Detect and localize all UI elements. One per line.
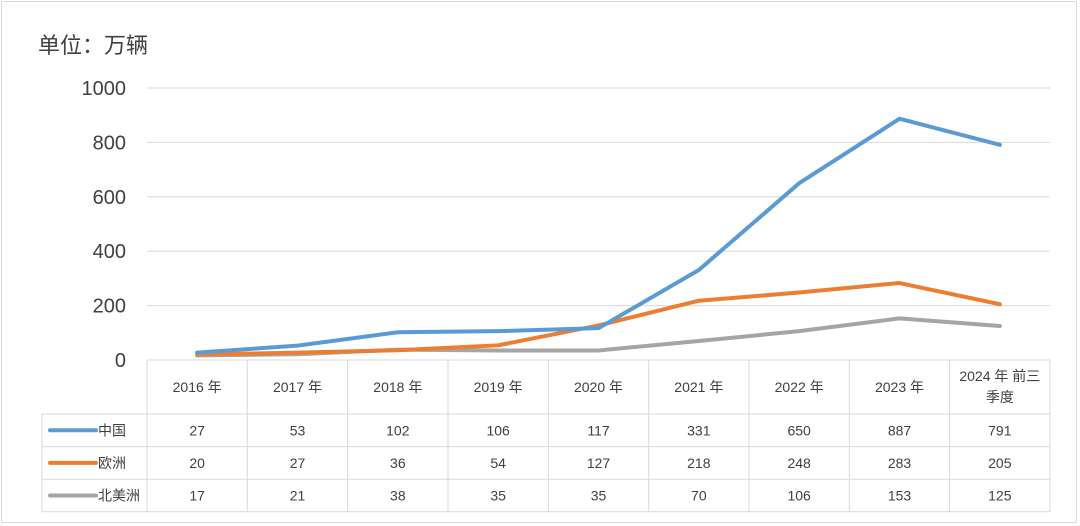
x-tick-label: 2016 年	[173, 379, 222, 395]
y-tick-label: 0	[115, 350, 126, 372]
data-label: 127	[587, 455, 611, 471]
data-label: 331	[687, 422, 711, 438]
series-line-0	[195, 116, 1002, 355]
series-lines	[195, 116, 1002, 358]
data-label: 283	[888, 455, 912, 471]
x-tick-label: 2023 年	[875, 379, 924, 395]
data-label: 106	[486, 422, 510, 438]
y-tick-label: 400	[93, 241, 126, 263]
series-name: 中国	[98, 422, 126, 438]
y-tick-label: 200	[93, 296, 126, 318]
data-label: 20	[189, 455, 205, 471]
x-tick-label: 2019 年	[474, 379, 523, 395]
data-label: 38	[390, 488, 406, 504]
data-label: 35	[591, 488, 607, 504]
data-label: 248	[787, 455, 811, 471]
data-label: 125	[988, 488, 1012, 504]
x-tick-label: 2024 年 前三季度	[959, 368, 1040, 405]
x-tick-label: 2017 年	[273, 379, 322, 395]
data-label: 887	[888, 422, 912, 438]
x-tick-label: 2018 年	[373, 379, 422, 395]
data-label: 27	[189, 422, 205, 438]
x-tick-label: 2022 年	[775, 379, 824, 395]
data-label: 21	[290, 488, 306, 504]
data-label: 102	[386, 422, 410, 438]
data-label: 36	[390, 455, 406, 471]
data-label: 17	[189, 488, 205, 504]
y-axis-ticks: 0 200 400 600 800 1000	[82, 78, 127, 372]
series-line-1	[195, 281, 1002, 357]
y-tick-label: 800	[93, 132, 126, 154]
data-label: 218	[687, 455, 711, 471]
y-tick-label: 600	[93, 187, 126, 209]
data-label: 153	[888, 488, 912, 504]
data-label: 54	[490, 455, 506, 471]
data-label: 53	[290, 422, 306, 438]
unit-label: 单位：万辆	[38, 33, 149, 58]
data-label: 117	[587, 422, 610, 438]
data-label: 650	[787, 422, 811, 438]
data-label: 106	[787, 488, 811, 504]
data-label: 70	[691, 488, 707, 504]
data-label: 35	[490, 488, 506, 504]
y-tick-label: 1000	[82, 78, 127, 100]
x-tick-label: 2020 年	[574, 379, 623, 395]
x-tick-label: 2021 年	[674, 379, 723, 395]
series-name: 欧洲	[98, 455, 126, 471]
gridlines	[147, 87, 1050, 361]
data-label: 205	[988, 455, 1012, 471]
data-label: 791	[988, 422, 1012, 438]
data-table: 2016 年 2017 年 2018 年 2019 年 2020 年 2021 年 2022…	[41, 360, 1051, 513]
series-name: 北美洲	[98, 488, 140, 504]
data-label: 27	[290, 455, 306, 471]
